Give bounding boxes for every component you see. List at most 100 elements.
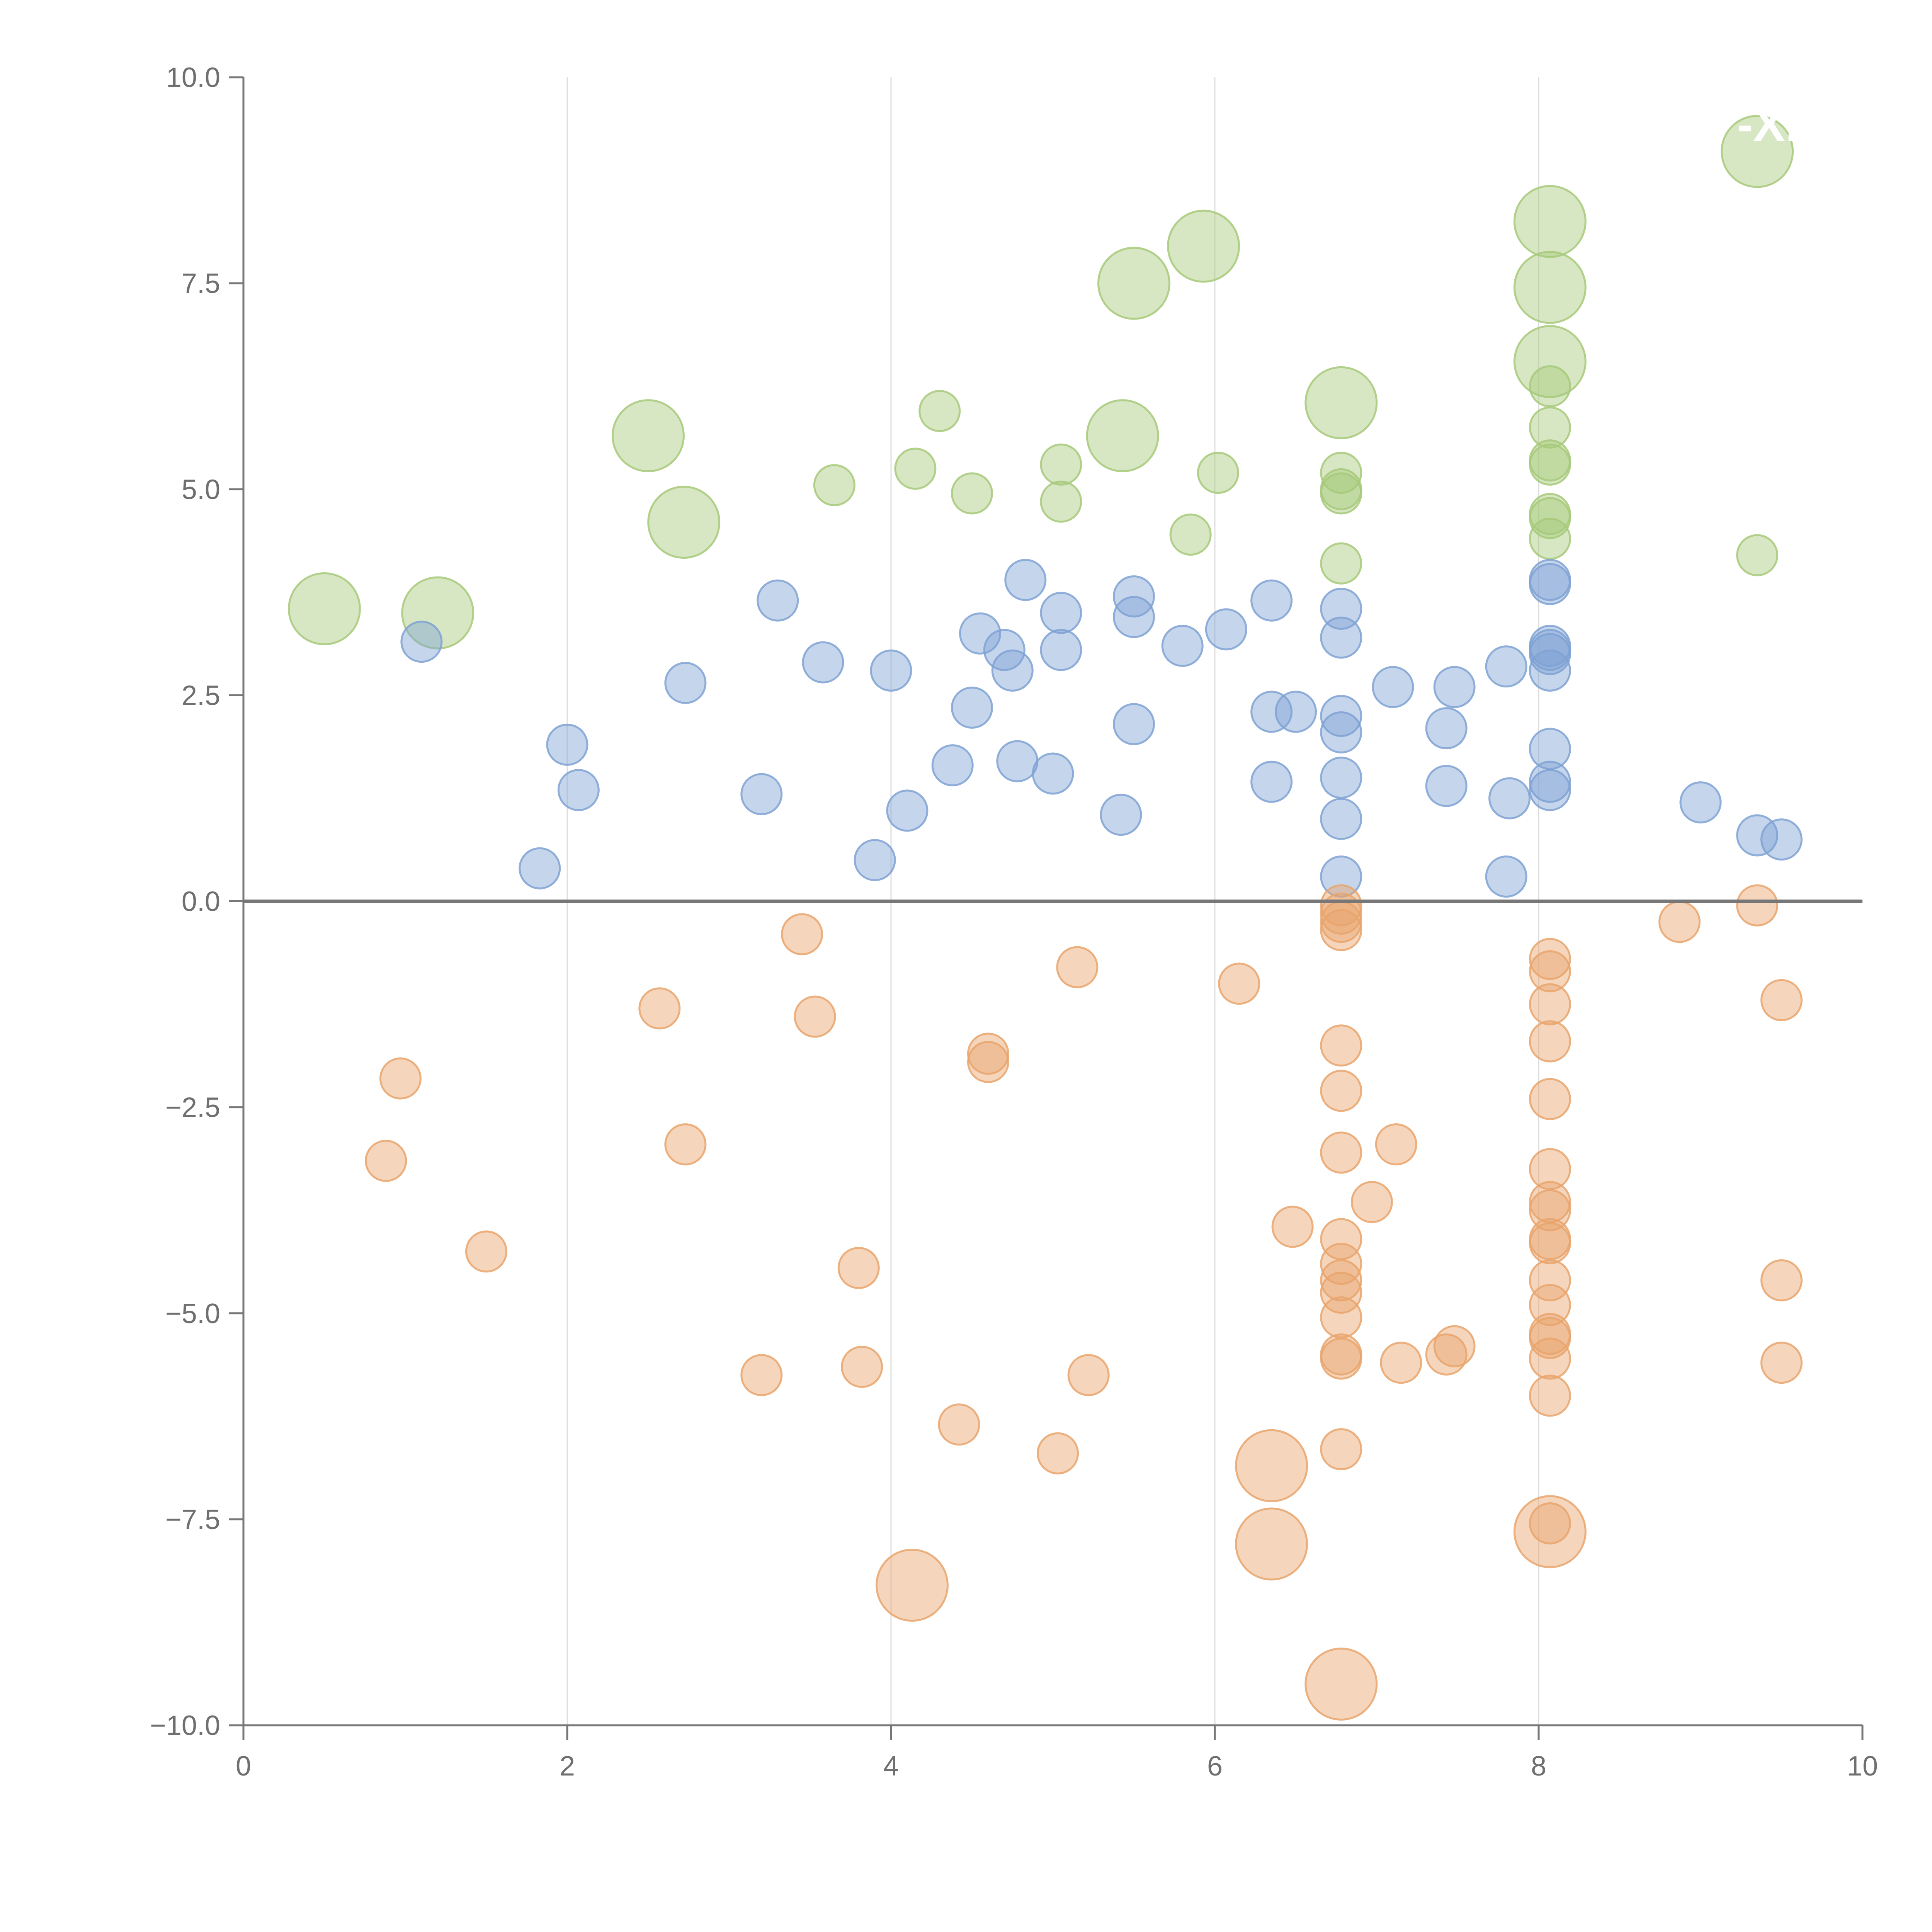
point-green-9: [1040, 480, 1082, 523]
point-orange-0: [365, 1139, 407, 1182]
point-green-24: [1529, 406, 1571, 449]
point-orange-61: [1736, 884, 1779, 927]
y-tick-label-8: 10.0: [166, 62, 220, 93]
point-blue-19: [1040, 592, 1082, 634]
point-blue-32: [1320, 616, 1362, 659]
point-orange-4: [664, 1123, 707, 1166]
point-orange-40: [1425, 1333, 1468, 1376]
x-tick-label-0: 0: [236, 1751, 251, 1782]
point-orange-9: [841, 1345, 883, 1388]
x-tick-label-3: 6: [1207, 1751, 1223, 1782]
point-blue-46: [1529, 563, 1571, 605]
point-blue-49: [1529, 633, 1571, 675]
point-orange-63: [1760, 1259, 1803, 1301]
x-tick-label-2: 4: [883, 1751, 899, 1782]
y-tick-label-1: −7.5: [165, 1504, 220, 1535]
point-orange-37: [1350, 1181, 1393, 1223]
point-blue-43: [1485, 855, 1527, 898]
point-orange-2: [465, 1230, 507, 1273]
point-blue-34: [1320, 711, 1362, 753]
point-orange-44: [1529, 983, 1571, 1026]
y-tick-label-5: 2.5: [182, 680, 220, 711]
point-orange-25: [1320, 1024, 1362, 1067]
point-orange-41: [1433, 1325, 1476, 1367]
point-blue-42: [1485, 645, 1527, 688]
y-tick-label-4: 0.0: [182, 886, 220, 917]
point-orange-1: [379, 1057, 422, 1100]
annotations: -X.: [1737, 98, 1799, 151]
point-blue-30: [1275, 690, 1317, 733]
point-blue-41: [1433, 666, 1476, 708]
point-blue-3: [557, 769, 600, 811]
point-blue-1: [519, 847, 561, 889]
point-green-8: [1040, 443, 1082, 486]
point-orange-43: [1529, 950, 1571, 993]
point-blue-7: [802, 641, 844, 684]
point-orange-29: [1320, 1243, 1362, 1285]
point-blue-33: [1320, 695, 1362, 737]
point-green-2: [612, 399, 685, 473]
point-orange-11: [938, 1403, 980, 1446]
point-blue-13: [959, 612, 1001, 655]
point-green-29: [1529, 517, 1571, 560]
point-blue-12: [951, 686, 993, 729]
point-green-6: [918, 390, 961, 432]
point-green-0: [288, 572, 361, 645]
point-green-18: [1320, 472, 1362, 515]
point-orange-13: [967, 1041, 1009, 1083]
point-blue-17: [1004, 559, 1047, 601]
point-blue-29: [1250, 760, 1293, 803]
point-green-7: [951, 472, 993, 515]
point-orange-58: [1529, 1502, 1571, 1545]
point-blue-8: [854, 839, 896, 881]
point-orange-6: [781, 913, 823, 956]
point-blue-38: [1372, 666, 1414, 708]
point-orange-7: [794, 995, 836, 1038]
point-orange-45: [1529, 1020, 1571, 1063]
point-blue-2: [546, 723, 588, 766]
point-orange-42: [1529, 938, 1571, 980]
point-orange-10: [875, 1548, 949, 1622]
point-orange-27: [1320, 1131, 1362, 1174]
point-orange-47: [1529, 1148, 1571, 1190]
point-orange-56: [1529, 1337, 1571, 1380]
point-green-3: [647, 486, 721, 559]
point-green-1: [401, 576, 474, 650]
point-green-4: [813, 464, 855, 507]
point-green-22: [1513, 325, 1587, 398]
point-blue-25: [1161, 624, 1204, 667]
point-blue-23: [1113, 596, 1155, 638]
point-orange-28: [1320, 1218, 1362, 1260]
point-orange-38: [1375, 1123, 1417, 1166]
point-blue-44: [1488, 777, 1531, 820]
point-blue-4: [664, 662, 707, 704]
point-blue-51: [1529, 728, 1571, 770]
point-orange-30: [1320, 1259, 1362, 1301]
data-points: [288, 115, 1803, 1721]
point-orange-20: [1271, 1206, 1314, 1248]
point-blue-20: [1040, 629, 1082, 671]
annotation-label: -X.: [1737, 98, 1799, 151]
point-blue-16: [996, 740, 1039, 782]
point-orange-51: [1529, 1222, 1571, 1264]
point-green-30: [1721, 115, 1794, 188]
point-orange-39: [1380, 1342, 1422, 1384]
point-blue-26: [1205, 608, 1247, 651]
x-tick-label-4: 8: [1531, 1751, 1546, 1782]
y-tick-label-3: −2.5: [165, 1092, 220, 1123]
point-blue-5: [740, 773, 783, 815]
point-green-19: [1320, 542, 1362, 585]
point-orange-32: [1320, 1296, 1362, 1338]
point-orange-59: [1513, 1495, 1587, 1568]
point-blue-28: [1250, 690, 1293, 733]
point-blue-10: [886, 789, 929, 832]
point-blue-18: [1032, 752, 1074, 795]
point-green-26: [1529, 443, 1571, 486]
point-orange-3: [638, 987, 681, 1030]
point-orange-57: [1529, 1374, 1571, 1417]
point-blue-6: [757, 579, 799, 622]
point-green-23: [1529, 365, 1571, 408]
point-blue-36: [1320, 798, 1362, 840]
point-blue-27: [1250, 579, 1293, 622]
